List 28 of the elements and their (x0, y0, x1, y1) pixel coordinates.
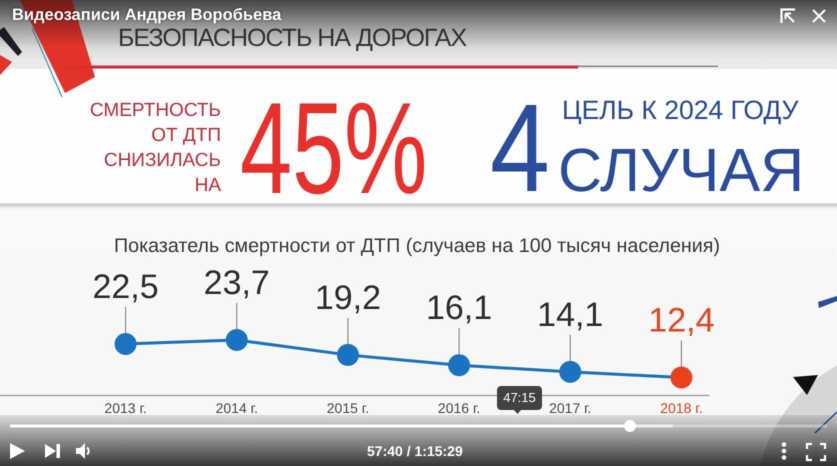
data-label: 19,2 (314, 278, 382, 317)
text: 57:40 / 1:15:29 (367, 443, 463, 460)
chart-title: Показатель смертности от ДТП (случаев на 100 тысяч населения) (112, 235, 722, 257)
x-tick-label: 2018 г. (660, 400, 703, 416)
data-label: 23,7 (204, 264, 270, 302)
data-label: 14,1 (537, 296, 604, 334)
point (670, 366, 692, 388)
point (448, 354, 470, 376)
data-label: 12,4 (648, 302, 715, 340)
point (336, 344, 359, 366)
text: СМЕРТНОСТЬ ОТ ДТП СНИЗИЛАСЬ НА (88, 99, 221, 198)
text: Видеозаписи Андрея Воробьева (12, 6, 282, 25)
x-tick-label: 2017 г. (549, 400, 592, 416)
x-tick-label: 2013 г. (104, 400, 147, 416)
point (114, 332, 137, 355)
x-tick-label: 2016 г. (438, 400, 480, 416)
text: ЦЕЛЬ К 2024 ГОДУ (562, 95, 799, 125)
data-label: 22,5 (92, 268, 159, 306)
point (559, 360, 582, 383)
text: 47:15 (502, 390, 537, 405)
x-tick-label: 2015 г. (326, 400, 370, 416)
data-label: 16,1 (426, 289, 492, 328)
text: СЛУЧАЯ (558, 136, 804, 204)
text: БЕЗОПАСНОСТЬ НА ДОРОГАХ (118, 24, 466, 52)
text: 4 (490, 79, 550, 218)
text: 45% (240, 75, 428, 221)
x-tick-label: 2014 г. (216, 400, 258, 416)
point (226, 329, 248, 351)
